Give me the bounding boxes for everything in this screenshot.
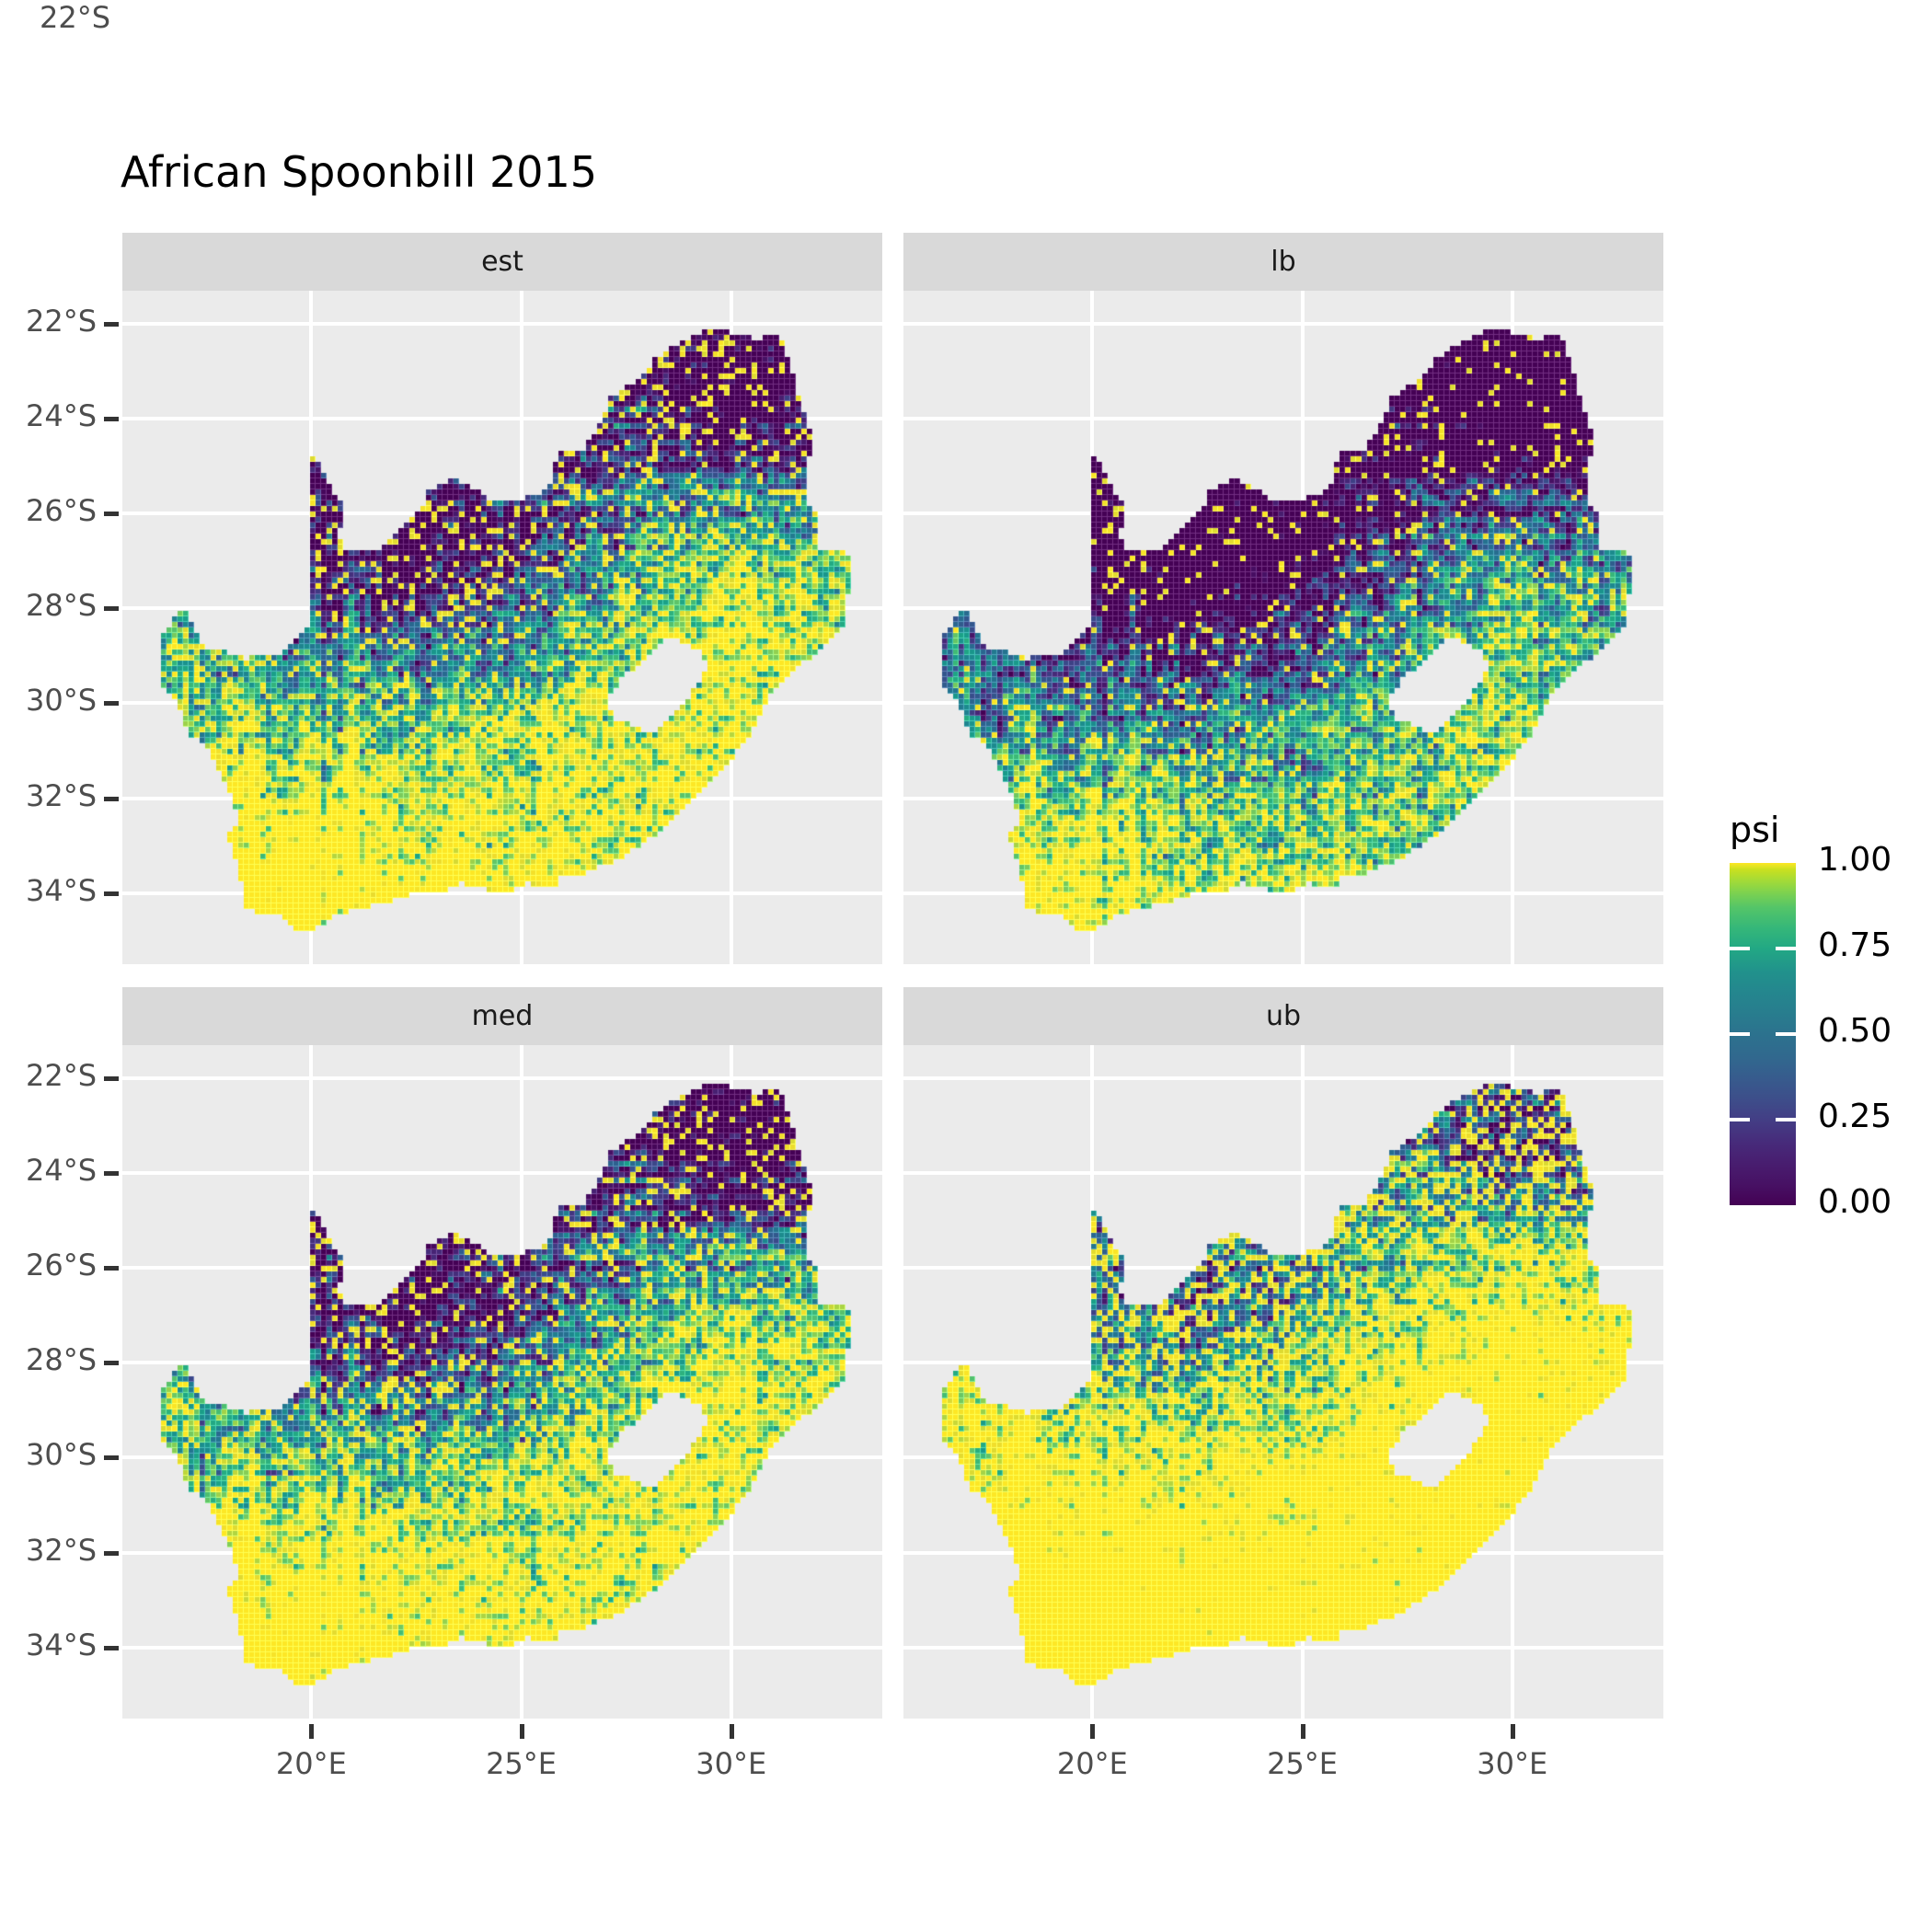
y-tick-label: 34°S (25, 872, 97, 908)
y-tick-label: 26°S (25, 493, 97, 529)
legend-tick-mark (1776, 1118, 1796, 1121)
raster-map-med (122, 1045, 882, 1719)
y-tick-label: 32°S (25, 777, 97, 813)
y-tick-mark (104, 1076, 119, 1082)
facet-strip-label: med (471, 1000, 534, 1032)
y-tick-mark (104, 796, 119, 801)
facet-strip-ub: ub (903, 987, 1663, 1045)
x-tick-label: 25°E (486, 1746, 557, 1781)
legend-tick-mark (1776, 1032, 1796, 1036)
x-tick-mark (1090, 1724, 1096, 1739)
y-tick-mark (104, 322, 119, 328)
facet-strip-label: ub (1265, 1000, 1302, 1032)
x-tick-mark (309, 1724, 315, 1739)
y-tick-mark (104, 1171, 119, 1177)
raster-map-ub (903, 1045, 1663, 1719)
y-tick-label: 28°S (25, 1342, 97, 1378)
x-tick-mark (1510, 1724, 1515, 1739)
facet-panel-ub (903, 1045, 1663, 1719)
legend-tick-label: 1.00 (1818, 841, 1892, 879)
x-tick-label: 20°E (1056, 1746, 1128, 1781)
y-tick-label: 28°S (25, 588, 97, 624)
y-tick-label: 22°S (25, 304, 97, 339)
legend-tick-mark (1730, 1118, 1750, 1121)
x-tick-mark (729, 1724, 734, 1739)
raster-map-lb (903, 291, 1663, 964)
x-tick-label: 30°E (696, 1746, 767, 1781)
x-tick-mark (1300, 1724, 1305, 1739)
y-tick-mark (104, 512, 119, 517)
y-tick-mark (104, 1550, 119, 1556)
legend-title: psi (1730, 810, 1780, 850)
raster-map-est (122, 291, 882, 964)
facet-panel-lb (903, 291, 1663, 964)
y-tick-label: 22°S (39, 0, 110, 35)
y-tick-label: 24°S (25, 398, 97, 434)
y-tick-label: 22°S (25, 1058, 97, 1094)
facet-panel-est (122, 291, 882, 964)
x-tick-label: 20°E (275, 1746, 347, 1781)
x-tick-mark (519, 1724, 524, 1739)
y-tick-label: 32°S (25, 1532, 97, 1568)
y-tick-label: 34°S (25, 1627, 97, 1662)
y-tick-mark (104, 701, 119, 707)
y-tick-label: 24°S (25, 1153, 97, 1189)
facet-strip-label: est (481, 246, 523, 278)
facet-strip-label: lb (1271, 246, 1296, 278)
facet-strip-est: est (122, 233, 882, 291)
y-tick-mark (104, 891, 119, 896)
legend-tick-label: 0.00 (1818, 1183, 1892, 1221)
legend-tick-mark (1730, 1032, 1750, 1036)
facet-strip-med: med (122, 987, 882, 1045)
legend: psi 1.00 0.75 0.50 0.25 0.00 (1730, 810, 1914, 1233)
legend-tick-mark (1730, 947, 1750, 950)
y-tick-label: 26°S (25, 1248, 97, 1283)
y-tick-label: 30°S (25, 683, 97, 719)
y-tick-mark (104, 1361, 119, 1366)
y-tick-mark (104, 1266, 119, 1271)
y-tick-mark (104, 1455, 119, 1461)
facet-panel-med (122, 1045, 882, 1719)
y-tick-mark (104, 606, 119, 612)
x-tick-label: 30°E (1477, 1746, 1548, 1781)
legend-tick-label: 0.25 (1818, 1098, 1892, 1135)
page-title: African Spoonbill 2015 (121, 147, 598, 197)
facet-strip-lb: lb (903, 233, 1663, 291)
y-tick-mark (104, 417, 119, 422)
legend-tick-label: 0.75 (1818, 926, 1892, 964)
x-tick-label: 25°E (1267, 1746, 1338, 1781)
y-tick-label: 30°S (25, 1437, 97, 1473)
legend-tick-mark (1776, 947, 1796, 950)
y-tick-mark (104, 1645, 119, 1650)
legend-tick-label: 0.50 (1818, 1012, 1892, 1050)
